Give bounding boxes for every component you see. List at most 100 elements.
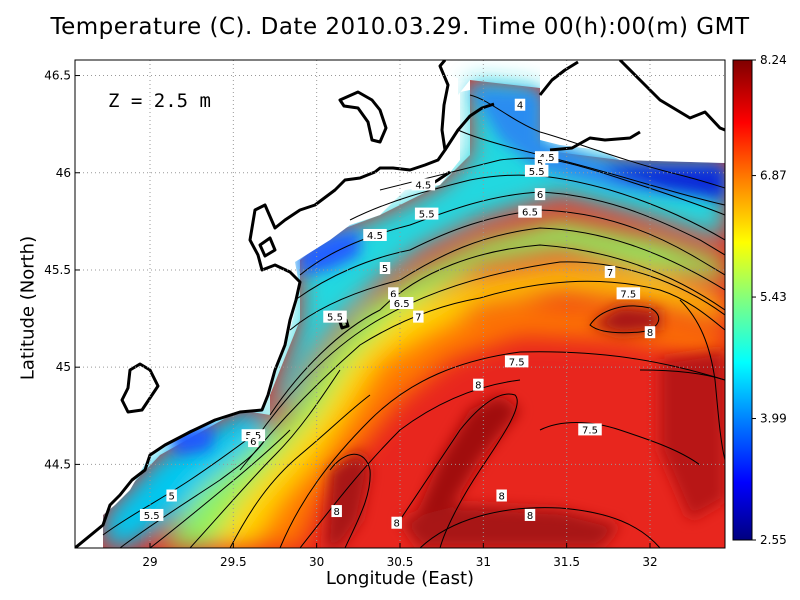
contour-label: 6 bbox=[534, 188, 546, 201]
x-tick-label: 32 bbox=[642, 555, 657, 569]
x-axis-ticks: 29 29.5 30 30.5 31 31.5 32 bbox=[142, 543, 658, 569]
contour-label-text: 6 bbox=[250, 437, 256, 448]
contour-label-bg bbox=[166, 489, 177, 502]
contour-label-bg bbox=[363, 228, 387, 241]
y-tick-label: 45 bbox=[56, 360, 71, 374]
contour-label: 8 bbox=[496, 489, 507, 503]
y-tick-label: 46 bbox=[56, 166, 71, 180]
contour-label: 4 bbox=[514, 98, 526, 112]
contour-label: 6 bbox=[248, 435, 259, 448]
x-tick-label: 29.5 bbox=[220, 555, 247, 569]
contour-label: 5.5 bbox=[524, 164, 549, 178]
depth-label: Z = 2.5 m bbox=[108, 90, 211, 112]
contour-label-text: 8 bbox=[475, 381, 481, 392]
contour-label-bg bbox=[323, 310, 347, 323]
contour-label: 5 bbox=[379, 262, 391, 275]
contour-label-bg bbox=[578, 423, 602, 436]
contour-label: 5.5 bbox=[414, 207, 439, 221]
contour-label-bg bbox=[604, 265, 616, 278]
contour-label-bg bbox=[518, 205, 542, 218]
contour-label-bg bbox=[496, 489, 507, 502]
contour-label: 7.5 bbox=[578, 423, 602, 436]
contour-label: 7.5 bbox=[504, 355, 529, 368]
contour-label-bg bbox=[248, 435, 259, 448]
contour-label-text: 6.5 bbox=[522, 208, 538, 219]
contour-label-text: 4.5 bbox=[415, 180, 431, 191]
coastline bbox=[75, 60, 725, 548]
contour-label-text: 8 bbox=[393, 519, 399, 530]
colorbar bbox=[732, 59, 753, 541]
contour-label-text: 4.5 bbox=[367, 231, 383, 242]
contour-label-bg bbox=[524, 508, 536, 521]
x-axis-label: Longitude (East) bbox=[325, 568, 475, 589]
colorbar-tick-label: 8.24 bbox=[760, 53, 787, 67]
colorbar-tick-label: 6.87 bbox=[760, 169, 787, 183]
contour-label: 7 bbox=[604, 265, 616, 279]
contour-label-text: 4 bbox=[517, 101, 523, 112]
contour-label-text: 8 bbox=[527, 511, 533, 522]
contour-label: 8 bbox=[524, 508, 536, 522]
contour-label-bg bbox=[331, 505, 342, 518]
chart-title: Temperature (C). Date 2010.03.29. Time 0… bbox=[50, 14, 750, 40]
y-tick-label: 46.5 bbox=[44, 69, 71, 83]
contour-label-text: 5 bbox=[537, 159, 543, 170]
contour-label-bg bbox=[534, 188, 546, 201]
contour-label: 8 bbox=[473, 378, 484, 392]
contour-label-bg bbox=[139, 508, 164, 521]
contour-label-bg bbox=[644, 326, 656, 339]
contour-label: 7 bbox=[413, 310, 424, 324]
colorbar-tick-label: 3.99 bbox=[760, 412, 787, 426]
colorbar-tick-label: 5.43 bbox=[760, 290, 787, 304]
contour-label-text: 7 bbox=[415, 313, 421, 324]
contour-label-bg bbox=[414, 207, 439, 220]
x-tick-label: 29 bbox=[142, 555, 157, 569]
y-tick-label: 44.5 bbox=[44, 457, 71, 471]
y-axis-label: Latitude (North) bbox=[17, 235, 39, 381]
contour-label-text: 6.5 bbox=[394, 299, 410, 310]
contour-label: 5.5 bbox=[323, 310, 347, 324]
x-tick-label: 31 bbox=[476, 555, 491, 569]
contour-label-bg bbox=[379, 262, 391, 275]
contour-label: 6 bbox=[388, 287, 399, 300]
contour-label: 5 bbox=[166, 489, 177, 503]
colorbar-ticks: 8.24 6.87 5.43 3.99 2.55 bbox=[752, 53, 787, 547]
colorbar-tick-label: 2.55 bbox=[760, 533, 787, 547]
contour-label: 5 bbox=[534, 157, 546, 170]
y-tick-label: 45.5 bbox=[44, 263, 71, 277]
contour-label-text: 7.5 bbox=[582, 425, 598, 436]
x-tick-label: 30.5 bbox=[387, 555, 414, 569]
contour-label-bg bbox=[473, 378, 484, 391]
contour-label-text: 7.5 bbox=[620, 289, 636, 300]
contour-label: 8 bbox=[331, 505, 342, 518]
contour-label-text: 5.5 bbox=[327, 313, 343, 324]
contour-label-text: 5.5 bbox=[419, 210, 435, 221]
contour-label: 5.5 bbox=[139, 508, 164, 522]
contour-label-text: 8 bbox=[333, 507, 339, 518]
contour-label-bg bbox=[524, 164, 549, 177]
contour-label: 6.5 bbox=[518, 205, 542, 219]
contour-labels: 44.555.566.54.55.54.5566.575.577.587.587… bbox=[139, 98, 656, 530]
contour-label: 4.5 bbox=[363, 228, 387, 242]
contour-label-bg bbox=[616, 287, 641, 300]
contour-label-text: 5 bbox=[382, 264, 388, 275]
contour-label-bg bbox=[534, 157, 546, 170]
contour-label-text: 7.5 bbox=[509, 357, 525, 368]
contour-label: 7.5 bbox=[616, 287, 641, 300]
contour-label-bg bbox=[388, 287, 399, 300]
contour-label-bg bbox=[504, 355, 529, 368]
contour-label-text: 4.5 bbox=[539, 153, 555, 164]
contour-label-text: 5 bbox=[168, 492, 174, 503]
contour-label-text: 7 bbox=[607, 268, 613, 279]
contour-label-text: 8 bbox=[647, 328, 653, 339]
contour-label-bg bbox=[411, 178, 436, 191]
contour-label-bg bbox=[391, 516, 402, 529]
contour-label-text: 5.5 bbox=[144, 511, 160, 522]
contour-label-text: 8 bbox=[498, 492, 504, 503]
x-tick-label: 31.5 bbox=[553, 555, 580, 569]
contour-label: 8 bbox=[644, 326, 656, 339]
contour-label: 4.5 bbox=[411, 178, 436, 191]
contour-label-bg bbox=[389, 297, 414, 310]
land-mask bbox=[75, 60, 725, 548]
y-axis-ticks: 44.5 45 45.5 46 46.5 bbox=[44, 69, 80, 471]
